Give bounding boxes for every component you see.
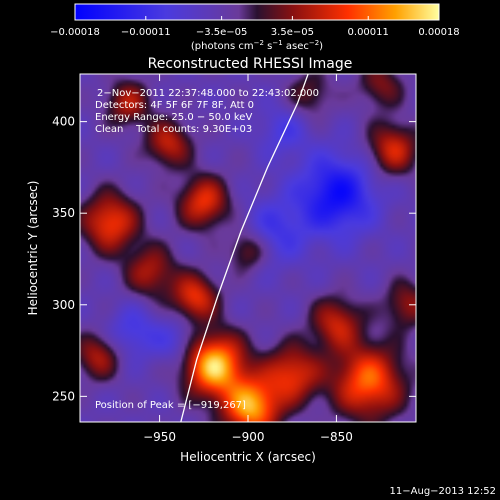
colorbar-units: (photons cm−2 s−1 asec−2) [191, 39, 323, 52]
annotation-time-range: 2−Nov−2011 22:37:48.000 to 22:43:02.000 [97, 88, 319, 99]
heatmap-image [80, 74, 416, 422]
colorbar-tick-label: −0.00011 [121, 27, 171, 38]
peak-position-label: Position of Peak = [−919,267] [95, 400, 246, 411]
y-axis-ticks: 250 300 350 400 [52, 115, 416, 403]
colorbar-tick-label: −0.00018 [50, 27, 100, 38]
colorbar-tick-label: 0.00011 [348, 27, 389, 38]
x-tick-label: −950 [143, 430, 176, 444]
x-axis-label: Heliocentric X (arcsec) [180, 450, 316, 464]
solar-limb-line [180, 74, 309, 422]
annotation-clean-counts: Clean Total counts: 9.30E+03 [95, 124, 252, 135]
colorbar-tick-label: 0.00018 [418, 27, 459, 38]
annotation-energy-range: Energy Range: 25.0 − 50.0 keV [95, 112, 252, 123]
colorbar-tick-label: 3.5e−05 [271, 27, 314, 38]
y-axis-label: Heliocentric Y (arcsec) [26, 181, 40, 316]
colorbar-tick-label: −3.5e−05 [196, 27, 248, 38]
annotation-detectors: Detectors: 4F 5F 6F 7F 8F, Att 0 [95, 100, 254, 111]
chart-title: Reconstructed RHESSI Image [148, 56, 353, 72]
colorbar-ticks: −0.00018 −0.00011 −3.5e−05 3.5e−05 0.00011 0.… [50, 16, 460, 38]
x-axis-ticks: −950 −900 −850 [143, 74, 353, 444]
y-tick-label: 400 [52, 115, 75, 129]
x-tick-label: −850 [320, 430, 353, 444]
timestamp: 11−Aug−2013 12:52 [390, 486, 496, 497]
y-tick-label: 300 [52, 298, 75, 312]
y-tick-label: 250 [52, 389, 75, 403]
x-tick-label: −900 [232, 430, 265, 444]
colorbar [74, 3, 440, 21]
y-tick-label: 350 [52, 206, 75, 220]
